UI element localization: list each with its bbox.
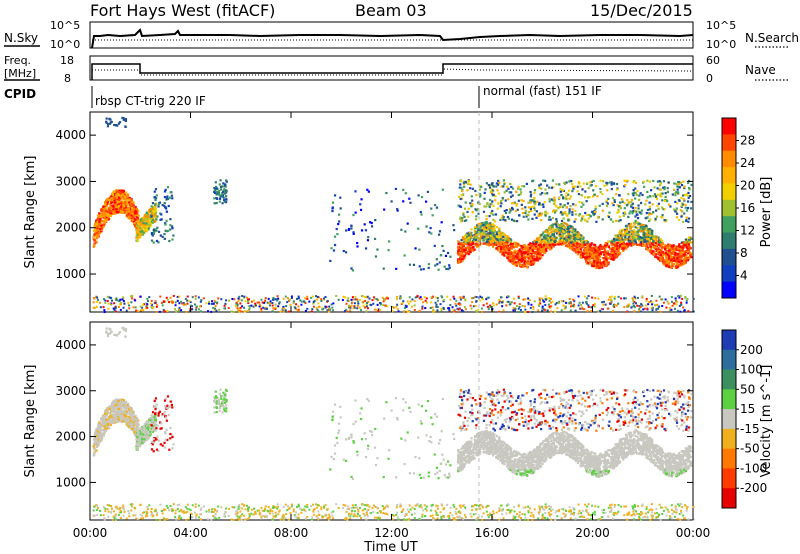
y-tick-label: 3000 [55, 174, 86, 188]
colorbar-tick-label: 100 [740, 363, 763, 377]
colorbar-swatch [722, 248, 736, 266]
x-axis-label: Time UT [363, 540, 417, 554]
noise-right-tick-top: 10^5 [706, 19, 736, 32]
power-y-ticks: 1000 2000 3000 4000 [55, 128, 693, 281]
cpid-label: CPID [4, 87, 36, 101]
colorbar-swatch [722, 150, 736, 168]
velocity-y-axis-label: Slant Range [km] [23, 365, 38, 478]
power-colorbar: 28 24 20 16 12 8 4 [721, 117, 755, 299]
power-colorbar-label: Power [dB] [759, 177, 774, 248]
cpid-segment-1: rbsp CT-trig 220 IF [95, 94, 206, 108]
colorbar-swatch [722, 349, 736, 371]
colorbar-swatch [722, 265, 736, 283]
noise-left-tick-top: 10^5 [50, 19, 80, 32]
colorbar-swatch [722, 369, 736, 390]
y-tick-label: 4000 [55, 338, 86, 352]
colorbar-swatch [722, 167, 736, 184]
y-tick-label: 3000 [55, 384, 86, 398]
y-tick-label: 2000 [55, 221, 86, 235]
x-tick-label: 00:00 [73, 526, 108, 540]
noise-left-tick-bottom: 10^0 [50, 38, 80, 51]
colorbar-tick-label: 24 [740, 156, 755, 170]
colorbar-tick-label: 15 [740, 402, 755, 416]
velocity-data [92, 326, 695, 522]
cpid-segment-2: normal (fast) 151 IF [483, 84, 602, 98]
y-tick-label: 1000 [55, 267, 86, 281]
colorbar-tick-label: 28 [740, 134, 755, 148]
colorbar-swatch [722, 281, 736, 299]
nave-label: Nave [745, 63, 776, 77]
noise-sky-trace [91, 28, 694, 49]
colorbar-swatch [722, 409, 736, 430]
y-tick-label: 1000 [55, 475, 86, 489]
x-tick-label: 08:00 [274, 526, 309, 540]
frequency-trace [91, 63, 693, 80]
colorbar-swatch [722, 330, 736, 351]
colorbar-tick-label: 8 [740, 246, 748, 260]
colorbar-swatch [722, 199, 736, 217]
noise-panel: N.Sky 10^5 10^0 10^5 10^0 N.Search [4, 19, 799, 51]
velocity-colorbar-label: Velocity [m s^-1] [759, 365, 774, 478]
frequency-panel: Freq. [MHz] 18 8 60 0 Nave [4, 54, 790, 85]
freq-left-tick-top: 18 [60, 54, 74, 67]
freq-left-label-1: Freq. [4, 54, 31, 67]
colorbar-tick-label: 12 [740, 224, 755, 238]
station-title: Fort Hays West (fitACF) [90, 1, 275, 20]
colorbar-swatch [722, 183, 736, 201]
colorbar-swatch [722, 134, 736, 152]
y-tick-label: 2000 [55, 430, 86, 444]
freq-right-tick-bottom: 0 [706, 72, 713, 85]
noise-right-tick-bottom: 10^0 [706, 38, 736, 51]
colorbar-tick-label: -50 [740, 442, 760, 456]
colorbar-tick-label: -15 [740, 422, 760, 436]
cpid-row: CPID rbsp CT-trig 220 IF normal (fast) 1… [4, 84, 602, 108]
y-tick-label: 4000 [55, 128, 86, 142]
colorbar-swatch [722, 468, 736, 489]
colorbar-swatch [722, 488, 736, 509]
freq-left-tick-bottom: 8 [64, 72, 71, 85]
colorbar-tick-label: -100 [740, 461, 767, 475]
date-title: 15/Dec/2015 [590, 1, 693, 20]
x-tick-label: 12:00 [374, 526, 409, 540]
noise-right-label: N.Search [745, 31, 799, 45]
noise-left-label: N.Sky [4, 31, 38, 45]
freq-left-label-2: [MHz] [4, 67, 36, 80]
colorbar-tick-label: 16 [740, 201, 755, 215]
x-tick-label: 16:00 [475, 526, 510, 540]
beam-title: Beam 03 [355, 1, 427, 20]
power-data [92, 116, 695, 314]
colorbar-swatch [722, 118, 736, 135]
power-y-axis-label: Slant Range [km] [23, 156, 38, 269]
x-tick-label: 00:00 [676, 526, 711, 540]
velocity-panel: 1000 2000 3000 4000 Slant Range [km] 200 100… [23, 321, 774, 522]
colorbar-swatch [722, 428, 736, 450]
velocity-y-ticks: 1000 2000 3000 4000 [55, 338, 693, 489]
colorbar-swatch [722, 389, 736, 410]
colorbar-tick-label: -200 [740, 481, 767, 495]
colorbar-tick-label: 20 [740, 179, 755, 193]
colorbar-tick-label: 4 [740, 269, 748, 283]
x-axis: 00:00 04:00 08:00 12:00 16:00 20:00 00:00 [73, 112, 711, 540]
colorbar-tick-label: 200 [740, 343, 763, 357]
x-tick-label: 20:00 [575, 526, 610, 540]
colorbar-swatch [722, 232, 736, 250]
nave-trace [92, 68, 694, 76]
power-panel: 1000 2000 3000 4000 Slant Range [km] 28 24 20… [23, 111, 774, 314]
velocity-colorbar: 200 100 50 15 -15 -50 -100 -200 [721, 329, 767, 509]
x-tick-label: 04:00 [173, 526, 208, 540]
colorbar-swatch [722, 216, 736, 234]
colorbar-tick-label: 50 [740, 382, 755, 396]
freq-right-tick-top: 60 [706, 54, 720, 67]
colorbar-swatch [722, 448, 736, 469]
